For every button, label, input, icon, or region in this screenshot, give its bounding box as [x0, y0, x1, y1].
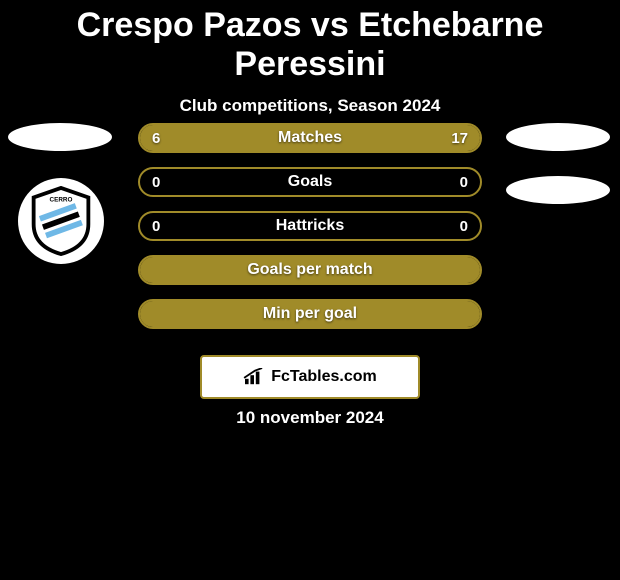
brand-label: FcTables.com	[271, 368, 377, 386]
stat-row: Min per goal	[138, 299, 482, 329]
stat-row: 0 0Goals	[138, 167, 482, 197]
barchart-icon	[243, 368, 265, 386]
shield-icon: CERRO	[26, 186, 96, 256]
brand-box[interactable]: FcTables.com	[200, 355, 420, 399]
stat-label: Hattricks	[140, 213, 480, 239]
stat-value-right: 0	[460, 213, 468, 239]
page-subtitle: Club competitions, Season 2024	[0, 96, 620, 116]
page-title: Crespo Pazos vs Etchebarne Peressini	[0, 0, 620, 84]
stat-row: Goals per match	[138, 255, 482, 285]
stat-value-right: 0	[460, 169, 468, 195]
stat-value-left: 0	[152, 213, 160, 239]
stat-fill-left	[140, 301, 480, 327]
player-right-photo-placeholder	[506, 123, 610, 151]
stat-label: Goals	[140, 169, 480, 195]
player-left-photo-placeholder	[8, 123, 112, 151]
stat-value-right: 17	[451, 125, 468, 151]
player-right-club-placeholder	[506, 176, 610, 204]
stat-row: 0 0Hattricks	[138, 211, 482, 241]
date-line: 10 november 2024	[0, 408, 620, 428]
stat-row: 617Matches	[138, 123, 482, 153]
stats-block: 617Matches00Goals00HattricksGoals per ma…	[138, 123, 482, 343]
svg-text:CERRO: CERRO	[50, 196, 73, 203]
stat-fill-right	[228, 125, 480, 151]
stat-value-left: 0	[152, 169, 160, 195]
stat-value-left: 6	[152, 125, 160, 151]
stat-fill-left	[140, 257, 480, 283]
comparison-infographic: Crespo Pazos vs Etchebarne Peressini Clu…	[0, 0, 620, 580]
player-left-club-badge: CERRO	[18, 178, 104, 264]
